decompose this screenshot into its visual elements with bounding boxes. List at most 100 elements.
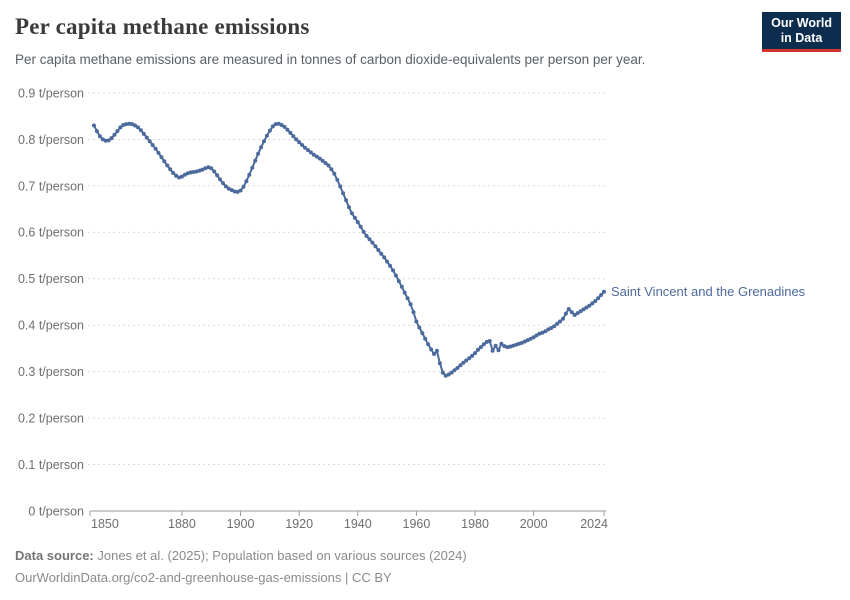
data-point (156, 150, 161, 155)
data-point (332, 171, 337, 176)
data-point (385, 259, 390, 264)
data-point (446, 372, 451, 377)
data-point (109, 136, 114, 141)
data-point (566, 307, 571, 311)
data-point (602, 289, 606, 294)
data-point (159, 155, 164, 160)
data-point (291, 134, 296, 139)
data-point (552, 324, 557, 329)
data-point (347, 205, 351, 210)
data-point (352, 215, 357, 220)
data-point (335, 177, 340, 182)
data-point (364, 234, 369, 238)
data-point (150, 143, 155, 147)
logo-line2: in Data (780, 31, 823, 45)
data-point (212, 169, 217, 174)
emissions-line[interactable] (93, 122, 605, 377)
x-axis-tick-label: 1940 (344, 517, 372, 531)
data-point (326, 163, 331, 168)
data-point (587, 303, 592, 308)
data-point (555, 321, 560, 326)
data-point (361, 229, 366, 234)
data-point (136, 125, 140, 130)
data-point (405, 296, 410, 301)
data-point (464, 358, 469, 363)
data-point (320, 158, 325, 163)
data-point (429, 347, 434, 352)
data-point (250, 165, 255, 170)
data-point (300, 143, 305, 147)
y-axis-tick-label: 0.4 t/person (18, 319, 84, 333)
data-point (599, 293, 604, 297)
data-point (443, 373, 448, 378)
data-point (481, 342, 486, 347)
page-title: Per capita methane emissions (15, 14, 310, 39)
data-point (256, 151, 261, 156)
data-point (572, 313, 577, 317)
data-point (314, 154, 319, 159)
data-point (264, 133, 269, 138)
data-point (262, 139, 266, 144)
data-point (528, 336, 533, 341)
data-point (499, 341, 504, 346)
owid-logo[interactable]: Our World in Data (762, 12, 841, 52)
y-axis-tick-label: 0.9 t/person (18, 86, 84, 100)
data-point (396, 279, 401, 284)
data-point (267, 128, 272, 133)
x-axis-tick-label: 1960 (403, 517, 431, 531)
data-point (253, 158, 258, 163)
series-end-label[interactable]: Saint Vincent and the Grenadines (611, 284, 806, 299)
data-point (496, 348, 501, 353)
data-point (144, 135, 149, 140)
data-point (558, 319, 562, 324)
data-point (174, 173, 179, 178)
data-point (399, 284, 404, 289)
logo-line1: Our World (771, 16, 832, 30)
data-point (235, 189, 240, 194)
y-axis-tick-label: 0.1 t/person (18, 458, 84, 472)
citation-line[interactable]: OurWorldinData.org/co2-and-greenhouse-ga… (15, 570, 392, 585)
data-point (581, 307, 586, 312)
data-point (133, 123, 137, 128)
data-source-text: Jones et al. (2025); Population based on… (93, 548, 467, 563)
data-point (478, 345, 483, 350)
data-point (391, 268, 395, 273)
data-point (147, 139, 152, 144)
data-point (355, 220, 360, 225)
data-point (388, 263, 392, 268)
data-point (215, 173, 220, 178)
data-point (584, 305, 589, 310)
data-point (452, 368, 457, 373)
data-point (112, 132, 117, 137)
data-point (382, 255, 387, 260)
data-point (458, 363, 463, 368)
data-point (209, 166, 214, 171)
data-point (467, 356, 472, 361)
data-point (200, 167, 205, 172)
data-point (103, 138, 108, 143)
data-point (563, 311, 568, 316)
data-point (303, 145, 307, 150)
data-point (171, 170, 176, 175)
data-source-label: Data source: (15, 548, 94, 563)
data-point (423, 336, 428, 341)
data-point (461, 360, 466, 365)
data-point (519, 340, 524, 345)
data-point (367, 237, 372, 242)
x-axis-tick-label: 1900 (227, 517, 255, 531)
data-point (379, 251, 384, 256)
data-point (124, 122, 129, 127)
data-point (487, 339, 492, 343)
data-point (218, 177, 222, 182)
data-point (534, 333, 539, 338)
data-point (165, 163, 170, 168)
data-point (92, 123, 96, 128)
data-point (244, 179, 249, 184)
data-point (247, 172, 252, 177)
data-point (449, 370, 454, 375)
data-point (294, 137, 299, 142)
data-point (223, 184, 228, 189)
data-point (311, 152, 316, 157)
